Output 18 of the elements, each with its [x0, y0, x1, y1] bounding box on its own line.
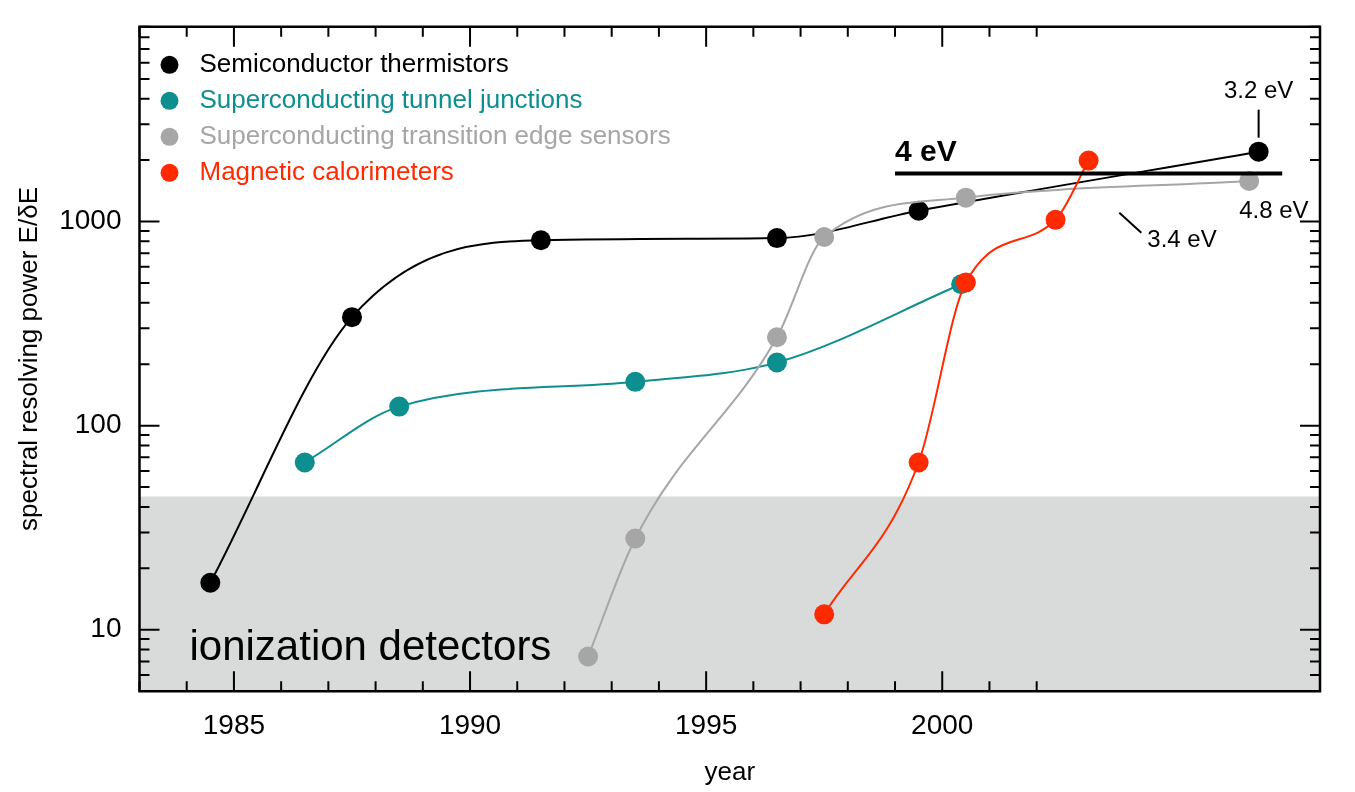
y-axis-title: spectral resolving power E/δE	[12, 187, 43, 531]
annotation: 3.2 eV	[1223, 76, 1294, 104]
legend-label: Semiconductor thermistors	[199, 47, 509, 78]
series-label: 4 eV	[895, 133, 957, 167]
legend-label: Magnetic calorimeters	[199, 155, 454, 186]
annotation: 3.4 eV	[1147, 225, 1217, 253]
y-tick-label: 10	[90, 612, 122, 644]
legend-label: Superconducting transition edge sensors	[199, 119, 671, 150]
x-axis-title: year	[704, 755, 756, 786]
band-label: ionization detectors	[189, 621, 552, 669]
x-tick-label: 1990	[438, 708, 502, 740]
y-tick-label: 1000	[59, 204, 122, 236]
annotation: 4.8 eV	[1239, 195, 1309, 223]
y-tick-label: 100	[74, 408, 122, 440]
x-tick-label: 1995	[674, 708, 738, 740]
legend-label: Superconducting tunnel junctions	[199, 83, 583, 114]
x-tick-label: 1985	[202, 708, 266, 740]
x-tick-label: 2000	[911, 708, 974, 740]
